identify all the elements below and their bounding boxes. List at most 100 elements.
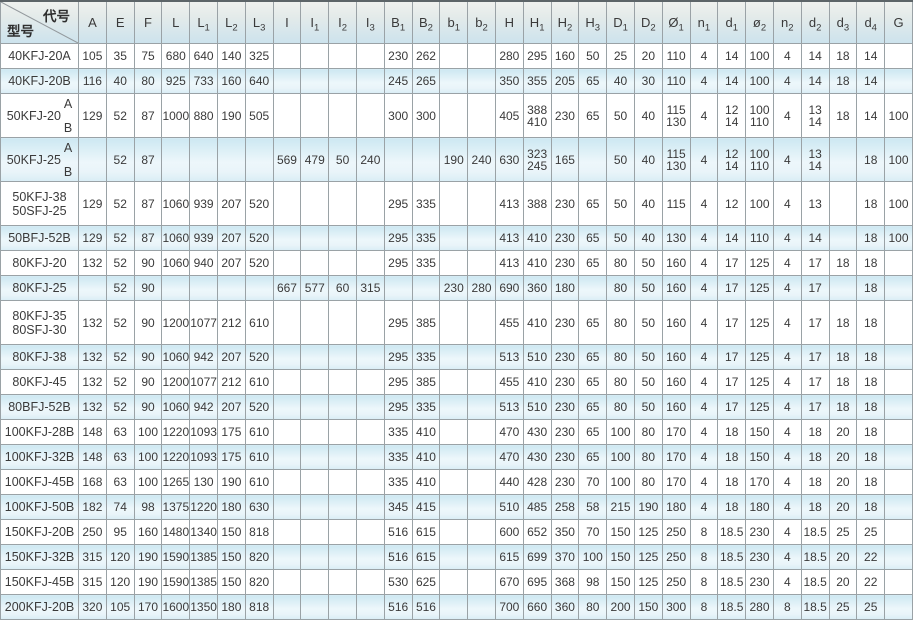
value-cell: 160 <box>661 394 691 420</box>
value-cell <box>439 250 469 276</box>
value-cell: 130 <box>189 469 218 495</box>
value-cell: 300 <box>411 93 441 138</box>
value-cell <box>467 469 496 495</box>
table-row: 80KFJ-25 52 90 667 577 60 315 230 280 690 360 180 80… <box>0 275 913 301</box>
table-row: 50BFJ-52B 129 52 87 1060 939 207 520 295 335 413 41… <box>0 225 913 251</box>
value-cell: 18 <box>800 444 830 470</box>
value-cell <box>300 181 330 226</box>
value-cell: 410 <box>522 250 552 276</box>
value-cell <box>328 419 357 445</box>
value-cell: 18 <box>856 181 886 226</box>
value-cell: 510 <box>522 344 552 370</box>
table-row: 150KFJ-45B 315 120 190 1590 1385 150 820 530 625 6… <box>0 569 913 595</box>
value-cell: 345 <box>383 494 413 520</box>
value-cell <box>328 225 357 251</box>
value-cell: 300 <box>661 594 691 620</box>
model-cell: 40KFJ-20A <box>0 43 79 69</box>
value-cell: 80 <box>606 369 635 395</box>
value-cell: 615 <box>494 544 524 570</box>
value-cell: 18 <box>828 43 858 69</box>
column-header-L1: L1 <box>189 0 218 44</box>
value-cell: 50 <box>606 225 635 251</box>
value-cell: 125 <box>633 569 663 595</box>
value-cell <box>355 225 385 251</box>
value-cell: 20 <box>828 419 858 445</box>
value-cell: 18.5 <box>800 569 830 595</box>
value-cell: 180 <box>661 494 691 520</box>
value-cell <box>439 519 469 545</box>
value-cell: 63 <box>105 444 135 470</box>
value-cell: 1060 <box>161 394 191 420</box>
value-cell: 577 <box>300 275 330 301</box>
column-header-o1: Ø1 <box>661 0 691 44</box>
value-cell: 190 <box>439 137 469 182</box>
value-cell: 280 <box>467 275 496 301</box>
table-row: 40KFJ-20A 105 35 75 680 640 140 325 230 262 280 295… <box>0 43 913 69</box>
value-cell: 652 <box>522 519 552 545</box>
model-cell: 80KFJ-20 <box>0 250 79 276</box>
value-cell: 4 <box>772 300 802 345</box>
value-cell: 100 <box>884 181 913 226</box>
value-cell: 4 <box>772 137 802 182</box>
value-cell: 90 <box>133 369 163 395</box>
value-cell: 17 <box>800 250 830 276</box>
value-cell: 52 <box>105 394 135 420</box>
value-cell <box>828 275 858 301</box>
value-cell: 125 <box>745 369 774 395</box>
value-cell: 18 <box>856 469 886 495</box>
value-cell <box>884 594 913 620</box>
value-cell: 18 <box>828 68 858 94</box>
value-cell: 630 <box>494 137 524 182</box>
value-cell: 129 <box>78 181 107 226</box>
value-cell: 1093 <box>189 444 218 470</box>
value-cell: 520 <box>244 394 274 420</box>
value-cell <box>884 250 913 276</box>
value-cell: 17 <box>717 369 747 395</box>
value-cell: 190 <box>216 93 246 138</box>
value-cell: 25 <box>856 519 886 545</box>
value-cell: 52 <box>105 225 135 251</box>
value-cell: 65 <box>578 225 608 251</box>
value-cell: 180 <box>216 594 246 620</box>
value-cell: 100 <box>606 444 635 470</box>
value-cell: 65 <box>578 394 608 420</box>
value-cell <box>884 43 913 69</box>
value-cell: 818 <box>244 594 274 620</box>
value-cell <box>467 344 496 370</box>
value-cell: 4 <box>772 444 802 470</box>
value-cell <box>467 250 496 276</box>
value-cell: 4 <box>772 43 802 69</box>
value-cell: 18.5 <box>800 594 830 620</box>
value-cell: 520 <box>244 225 274 251</box>
value-cell <box>300 369 330 395</box>
value-cell <box>467 544 496 570</box>
value-cell: 87 <box>133 93 163 138</box>
value-cell <box>355 369 385 395</box>
value-cell: 160 <box>661 275 691 301</box>
value-cell: 470 <box>494 444 524 470</box>
model-cell: 150KFJ-45B <box>0 569 79 595</box>
value-cell: 18 <box>717 444 747 470</box>
value-cell: 323 245 <box>522 137 552 182</box>
value-cell: 65 <box>578 369 608 395</box>
value-cell: 80 <box>606 394 635 420</box>
value-cell: 625 <box>411 569 441 595</box>
value-cell: 4 <box>689 419 719 445</box>
value-cell <box>272 544 302 570</box>
column-header-G: G <box>884 0 913 44</box>
value-cell: 350 <box>494 68 524 94</box>
value-cell: 335 <box>411 181 441 226</box>
value-cell <box>300 93 330 138</box>
value-cell: 50 <box>606 181 635 226</box>
model-cell: 80BFJ-52B <box>0 394 79 420</box>
value-cell: 80 <box>633 469 663 495</box>
value-cell <box>216 275 246 301</box>
value-cell: 1077 <box>189 369 218 395</box>
table-row: 150KFJ-32B 315 120 190 1590 1385 150 820 516 615 6… <box>0 544 913 570</box>
model-cell: 50KFJ-38 50SFJ-25 <box>0 181 79 226</box>
value-cell: 410 <box>522 300 552 345</box>
value-cell: 18 <box>856 275 886 301</box>
value-cell: 60 <box>328 275 357 301</box>
column-header-B1: B1 <box>383 0 413 44</box>
value-cell: 410 <box>522 369 552 395</box>
